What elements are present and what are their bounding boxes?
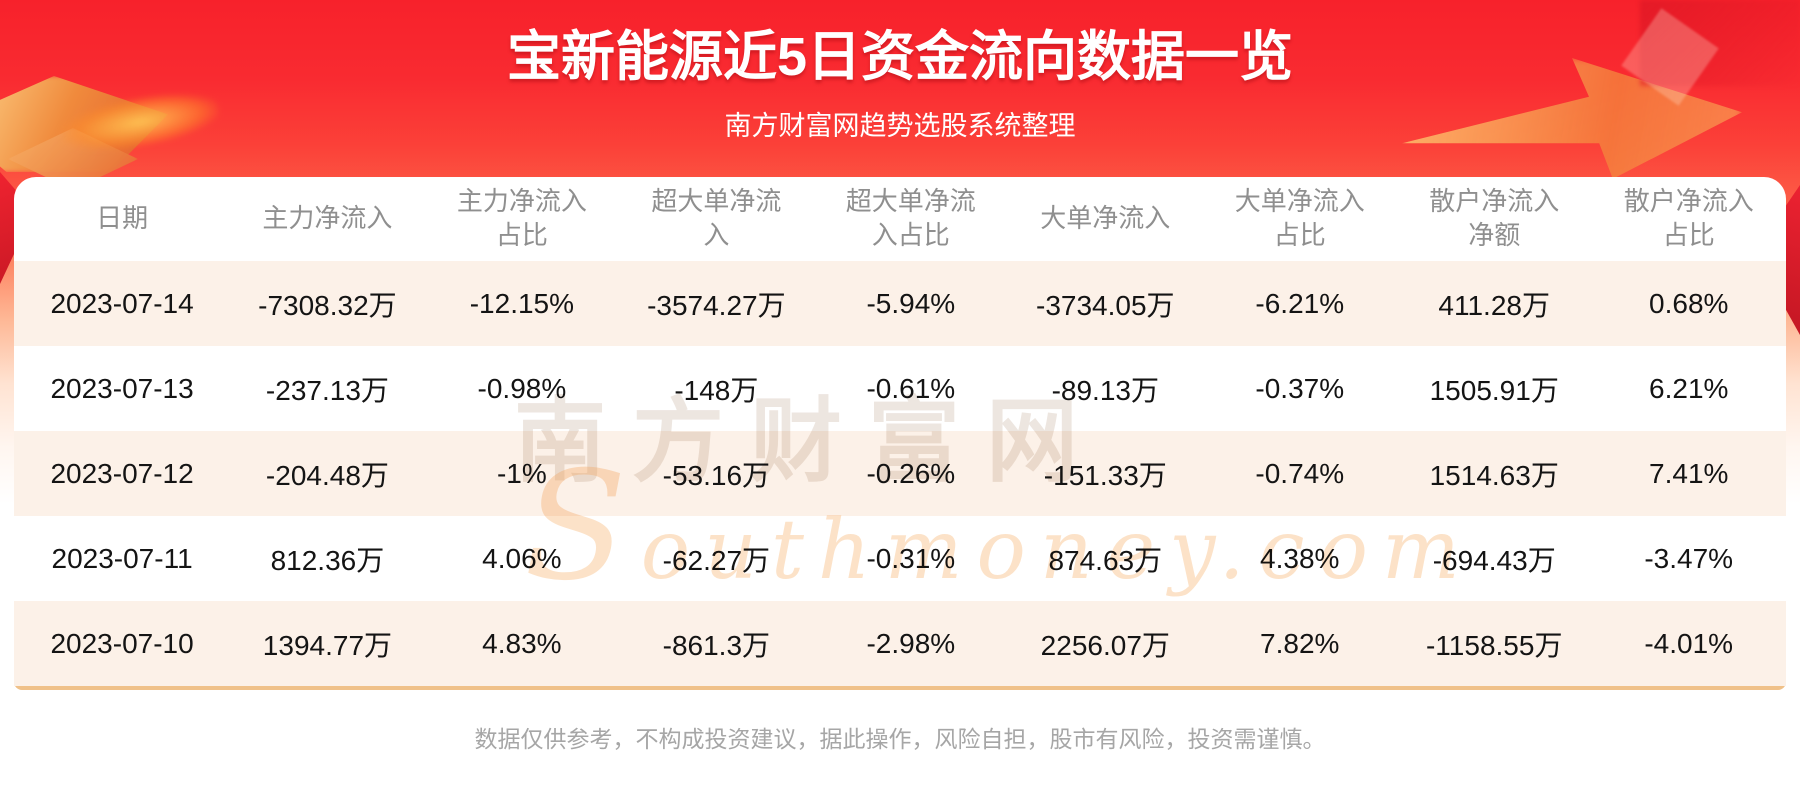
table-row: 2023-07-14 -7308.32万 -12.15% -3574.27万 -5.94…: [14, 261, 1786, 346]
value-cell: -0.61%: [866, 372, 956, 404]
value-cell: -5.94%: [813, 261, 1009, 346]
value-cell: 812.36万: [270, 544, 385, 576]
value-cell: 4.06%: [482, 542, 562, 574]
value-cell: 1514.63万: [1396, 431, 1592, 516]
column-header: 大单净流入: [1040, 203, 1171, 234]
column-header: 大单净流入 占比: [1234, 186, 1365, 250]
value-cell: -3.47%: [1644, 542, 1734, 574]
page-title: 宝新能源近5日资金流向数据一览: [506, 27, 1294, 87]
value-cell: 7.41%: [1591, 431, 1786, 516]
column-header: 超大单净流 入: [651, 186, 782, 250]
table-body: 2023-07-14 -7308.32万 -12.15% -3574.27万 -5.94…: [14, 261, 1786, 686]
date-cell: 2023-07-13: [50, 372, 194, 404]
value-cell: -861.3万: [619, 601, 814, 686]
table-header-row: 日期 主力净流入 主力净流入 占比 超大单净流 入超大单净流 入占比 大单净流入 大单净流…: [14, 177, 1786, 261]
value-cell: -151.33万: [1008, 431, 1203, 516]
column-header: 超大单净流 入占比: [845, 186, 976, 250]
value-cell: -1158.55万: [1396, 601, 1592, 686]
value-cell: -0.74%: [1202, 431, 1397, 516]
footer: 数据仅供参考，不构成投资建议，据此操作，风险自担，股市有风险，投资需谨慎。: [0, 720, 1800, 754]
banner: 宝新能源近5日资金流向数据一览 南方财富网趋势选股系统整理: [0, 0, 1800, 143]
table-header: 日期 主力净流入 主力净流入 占比 超大单净流 入超大单净流 入占比 大单净流入 大单净流…: [14, 177, 1786, 261]
value-cell: -3574.27万: [619, 261, 814, 346]
date-cell: 2023-07-12: [14, 431, 231, 516]
value-cell: -1%: [424, 431, 620, 516]
value-cell: -0.26%: [813, 431, 1009, 516]
table-row: 2023-07-13 -237.13万 -0.98% -148万 -0.61% -89.1…: [14, 346, 1786, 431]
value-cell: -7308.32万: [230, 261, 425, 346]
column-header: 主力净流入 占比: [456, 186, 587, 250]
column-header: 散户净流入 净额: [1429, 186, 1560, 250]
value-cell: -0.98%: [477, 372, 567, 404]
value-cell: -62.27万: [662, 544, 771, 576]
value-cell: 874.63万: [1048, 544, 1163, 576]
column-header: 日期: [96, 203, 149, 234]
value-cell: -3734.05万: [1008, 261, 1203, 346]
value-cell: -6.21%: [1202, 261, 1397, 346]
value-cell: 4.38%: [1260, 542, 1340, 574]
value-cell: -53.16万: [619, 431, 814, 516]
fund-flow-table: 日期 主力净流入 主力净流入 占比 超大单净流 入超大单净流 入占比 大单净流入 大单净流…: [14, 177, 1786, 686]
value-cell: 1505.91万: [1429, 374, 1559, 406]
value-cell: 4.83%: [424, 601, 620, 686]
date-cell: 2023-07-10: [14, 601, 231, 686]
value-cell: -89.13万: [1051, 374, 1159, 406]
value-cell: -4.01%: [1591, 601, 1786, 686]
column-header: 散户净流入 占比: [1623, 186, 1754, 250]
date-cell: 2023-07-14: [14, 261, 231, 346]
value-cell: -0.37%: [1255, 372, 1345, 404]
value-cell: -12.15%: [424, 261, 620, 346]
value-cell: -2.98%: [813, 601, 1009, 686]
value-cell: 1394.77万: [230, 601, 425, 686]
date-cell: 2023-07-11: [51, 542, 193, 574]
value-cell: -0.31%: [866, 542, 956, 574]
value-cell: 6.21%: [1649, 372, 1729, 404]
fund-flow-table-card: 日期 主力净流入 主力净流入 占比 超大单净流 入超大单净流 入占比 大单净流入 大单净流…: [14, 177, 1786, 690]
value-cell: 0.68%: [1591, 261, 1786, 346]
value-cell: 7.82%: [1202, 601, 1397, 686]
disclaimer-text: 数据仅供参考，不构成投资建议，据此操作，风险自担，股市有风险，投资需谨慎。: [474, 726, 1326, 752]
table-row: 2023-07-11 812.36万 4.06% -62.27万 -0.31% 874.6…: [14, 516, 1786, 601]
value-cell: -204.48万: [230, 431, 425, 516]
table-row: 2023-07-12 -204.48万 -1% -53.16万 -0.26% -151.3…: [14, 431, 1786, 516]
page-subtitle: 南方财富网趋势选股系统整理: [724, 111, 1076, 142]
value-cell: 2256.07万: [1008, 601, 1203, 686]
value-cell: -237.13万: [265, 374, 389, 406]
value-cell: 411.28万: [1396, 261, 1592, 346]
table-row: 2023-07-10 1394.77万 4.83% -861.3万 -2.98% 2256…: [14, 601, 1786, 686]
value-cell: -148万: [674, 374, 759, 406]
value-cell: -694.43万: [1432, 544, 1556, 576]
column-header: 主力净流入: [262, 203, 393, 234]
